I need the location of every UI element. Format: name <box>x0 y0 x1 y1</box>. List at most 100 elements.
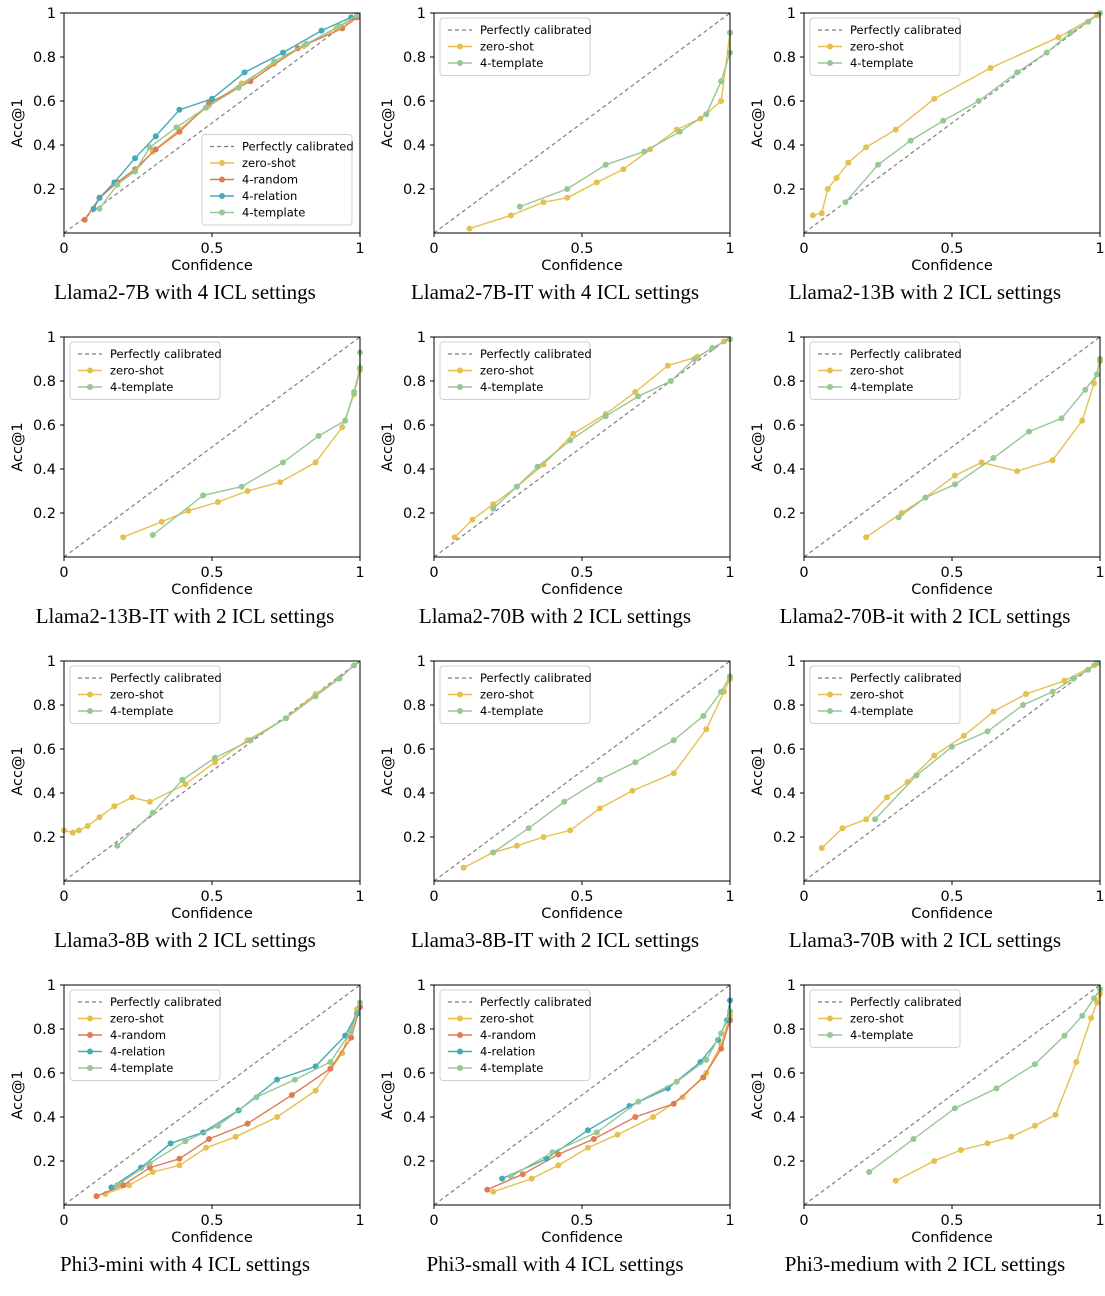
data-point <box>1094 660 1101 667</box>
data-point <box>327 1059 334 1065</box>
y-tick-label: 0.8 <box>773 374 796 390</box>
legend-label: zero-shot <box>110 1012 164 1026</box>
x-tick-label: 1 <box>725 241 734 257</box>
data-point <box>96 194 103 201</box>
data-point <box>957 1147 964 1153</box>
chart-svg: 0 0.5 1 0.2 0.4 0.6 0.8 1 Confidence Acc@1 Perfect… <box>750 978 1105 1246</box>
data-point <box>152 146 159 153</box>
data-point <box>339 1050 346 1057</box>
data-point <box>149 1169 156 1175</box>
data-point <box>120 1182 127 1189</box>
data-point <box>670 737 677 744</box>
x-tick-label: 1 <box>355 241 364 257</box>
data-point <box>490 501 497 508</box>
x-tick-label: 1 <box>355 1213 364 1229</box>
data-point <box>978 459 985 466</box>
data-point <box>111 803 118 810</box>
x-tick-label: 0.5 <box>570 565 593 581</box>
data-point <box>1085 666 1092 673</box>
data-point <box>567 437 574 444</box>
data-point <box>987 65 994 71</box>
data-point <box>200 492 207 499</box>
y-tick-label: 0.4 <box>773 462 796 478</box>
chart-svg: 0 0.5 1 0.2 0.4 0.6 0.8 1 Confidence Acc@1 Perfect… <box>10 654 365 922</box>
data-point <box>137 1164 144 1171</box>
legend: Perfectly calibrated zero-shot 4-template <box>809 989 962 1048</box>
x-tick-label: 0.5 <box>570 241 593 257</box>
data-point <box>114 842 121 849</box>
data-point <box>564 186 571 192</box>
y-tick-label: 0.6 <box>33 1066 56 1082</box>
y-axis-label: Acc@1 <box>10 422 26 471</box>
data-point <box>146 798 153 805</box>
series-line <box>492 338 731 510</box>
x-tick-label: 0.5 <box>200 889 223 905</box>
data-point <box>167 1140 174 1147</box>
data-point <box>984 728 991 735</box>
y-tick-label: 0.4 <box>33 462 56 478</box>
data-point <box>525 825 532 832</box>
y-tick-label: 0.2 <box>403 506 426 522</box>
data-point <box>703 1056 710 1063</box>
legend-swatch-marker <box>827 1032 833 1038</box>
data-point <box>703 111 710 118</box>
data-point <box>845 159 852 166</box>
legend-swatch-marker <box>827 60 833 66</box>
data-point <box>602 161 609 168</box>
y-tick-label: 0.2 <box>403 182 426 198</box>
y-tick-label: 0.6 <box>403 1066 426 1082</box>
y-tick-label: 0.2 <box>403 1154 426 1170</box>
y-axis-label: Acc@1 <box>750 98 766 147</box>
y-tick-label: 0.2 <box>773 506 796 522</box>
data-point <box>990 708 997 715</box>
data-point <box>614 1131 621 1138</box>
x-axis-label: Confidence <box>911 906 993 922</box>
data-point <box>863 816 870 823</box>
data-point <box>232 1133 239 1140</box>
y-tick-label: 0.6 <box>33 94 56 110</box>
data-point <box>90 205 97 212</box>
series-4-random <box>484 1017 733 1193</box>
y-tick-label: 1 <box>787 978 796 994</box>
chart-panel: 0 0.5 1 0.2 0.4 0.6 0.8 1 Confidence Acc@1 Perfect… <box>0 648 370 972</box>
data-point <box>676 128 683 135</box>
legend-label: 4-relation <box>110 1045 165 1059</box>
chart-svg: 0 0.5 1 0.2 0.4 0.6 0.8 1 Confidence Acc@1 Perfect… <box>750 6 1105 274</box>
data-point <box>176 1162 183 1169</box>
series-4-template <box>842 10 1103 206</box>
y-tick-label: 0.8 <box>33 1022 56 1038</box>
y-tick-label: 0.4 <box>33 138 56 154</box>
y-tick-label: 0.8 <box>33 50 56 66</box>
legend-label: Perfectly calibrated <box>480 671 592 685</box>
chart-svg: 0 0.5 1 0.2 0.4 0.6 0.8 1 Confidence Acc@1 Perfect… <box>10 978 365 1246</box>
y-axis-label: Acc@1 <box>380 1070 396 1119</box>
x-axis-label: Confidence <box>541 582 623 598</box>
data-point <box>949 743 955 750</box>
legend-label: Perfectly calibrated <box>850 23 962 37</box>
data-point <box>244 488 251 494</box>
y-tick-label: 1 <box>47 330 56 346</box>
legend: Perfectly calibrated zero-shot 4-random 4-r… <box>69 989 222 1081</box>
chart-panel: 0 0.5 1 0.2 0.4 0.6 0.8 1 Confidence Acc@1 Perfect… <box>0 0 370 324</box>
legend-swatch-marker <box>827 43 833 50</box>
legend-box <box>809 341 961 400</box>
data-point <box>507 1173 514 1180</box>
y-tick-label: 0.2 <box>403 830 426 846</box>
chart-panel: 0 0.5 1 0.2 0.4 0.6 0.8 1 Confidence Acc@1 Perfect… <box>370 972 740 1296</box>
y-tick-label: 0.6 <box>33 418 56 434</box>
data-point <box>635 393 642 400</box>
data-point <box>1091 995 1098 1002</box>
data-point <box>149 809 156 816</box>
data-point <box>951 1105 958 1112</box>
legend-label: 4-template <box>850 56 913 70</box>
legend-label: Perfectly calibrated <box>242 140 354 154</box>
legend-label: 4-template <box>480 56 543 70</box>
legend-swatch-marker <box>219 160 225 166</box>
chart-panel: 0 0.5 1 0.2 0.4 0.6 0.8 1 Confidence Acc@1 Perfect… <box>740 972 1105 1296</box>
series-4-template <box>872 660 1101 823</box>
panel-caption: Llama2-13B with 2 ICL settings <box>788 280 1062 304</box>
legend-box <box>439 989 591 1081</box>
data-point <box>910 1136 917 1142</box>
data-point <box>1055 34 1062 41</box>
legend-label: 4-template <box>850 704 913 718</box>
